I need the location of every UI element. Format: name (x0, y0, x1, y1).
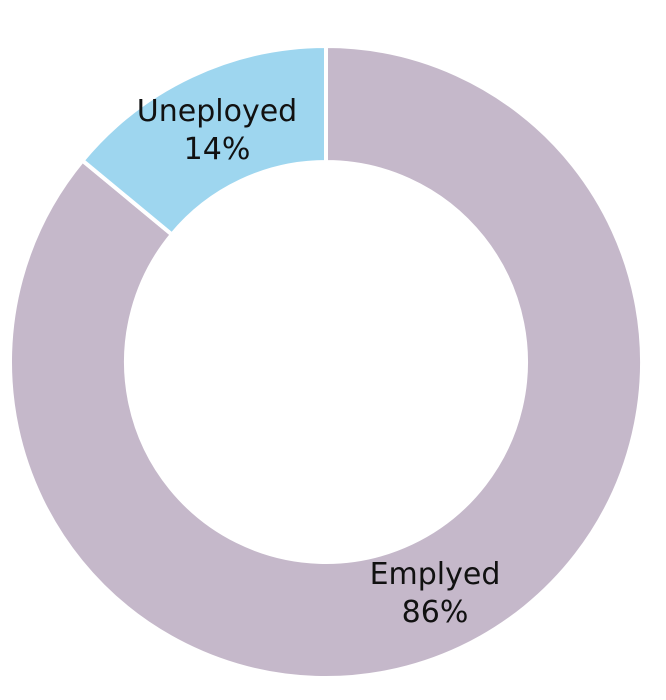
segment-value-label: 86% (402, 595, 469, 630)
segment-label: Uneployed (137, 94, 297, 129)
segment-label: Emplyed (370, 557, 501, 592)
segment-value-label: 14% (184, 132, 251, 167)
donut-segment (8, 43, 644, 680)
donut-segment (79, 43, 328, 238)
